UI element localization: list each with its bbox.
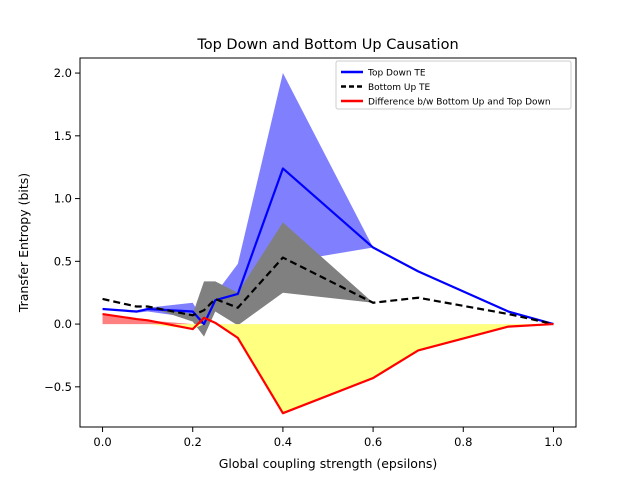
x-axis-label: Global coupling strength (epsilons) <box>219 456 438 471</box>
difference-fill-negative <box>102 324 554 414</box>
uncertainty-bands <box>102 73 554 414</box>
x-tick-label: 0.0 <box>93 435 111 449</box>
y-tick-label: 0.0 <box>54 317 72 331</box>
legend: Top Down TE Bottom Up TE Difference b/w Bo… <box>335 60 572 110</box>
x-tick-label: 0.6 <box>364 435 382 449</box>
legend-label-0: Top Down TE <box>367 69 426 79</box>
x-tick-label: 1.0 <box>544 435 562 449</box>
series-line-0 <box>102 167 554 326</box>
y-tick-label: 1.5 <box>54 129 72 143</box>
x-tick-label: 0.2 <box>184 435 202 449</box>
y-tick-label: 1.0 <box>54 192 72 206</box>
band-series-1 <box>102 222 554 337</box>
difference-fill-positive <box>102 314 193 325</box>
y-tick-label: −0.5 <box>44 380 72 394</box>
x-axis-ticks: 0.0 0.2 0.4 0.6 0.8 1.0 <box>93 427 563 449</box>
series-line-1 <box>102 256 554 326</box>
y-tick-label: 2.0 <box>54 66 72 80</box>
legend-label-2: Difference b/w Bottom Up and Top Down <box>368 98 551 108</box>
series-line-2 <box>102 312 554 415</box>
legend-box <box>335 60 572 110</box>
y-tick-label: 0.5 <box>54 254 72 268</box>
y-axis-ticks: −0.5 0.0 0.5 1.0 1.5 2.0 <box>44 66 80 394</box>
chart-title: Top Down and Bottom Up Causation <box>196 37 458 53</box>
x-tick-label: 0.4 <box>274 435 292 449</box>
band-series-0 <box>102 73 554 335</box>
x-tick-label: 0.8 <box>454 435 472 449</box>
plot-frame <box>79 57 577 428</box>
y-axis-label: Transfer Entropy (bits) <box>16 173 31 313</box>
series-lines <box>102 167 554 415</box>
legend-label-1: Bottom Up TE <box>368 83 431 93</box>
